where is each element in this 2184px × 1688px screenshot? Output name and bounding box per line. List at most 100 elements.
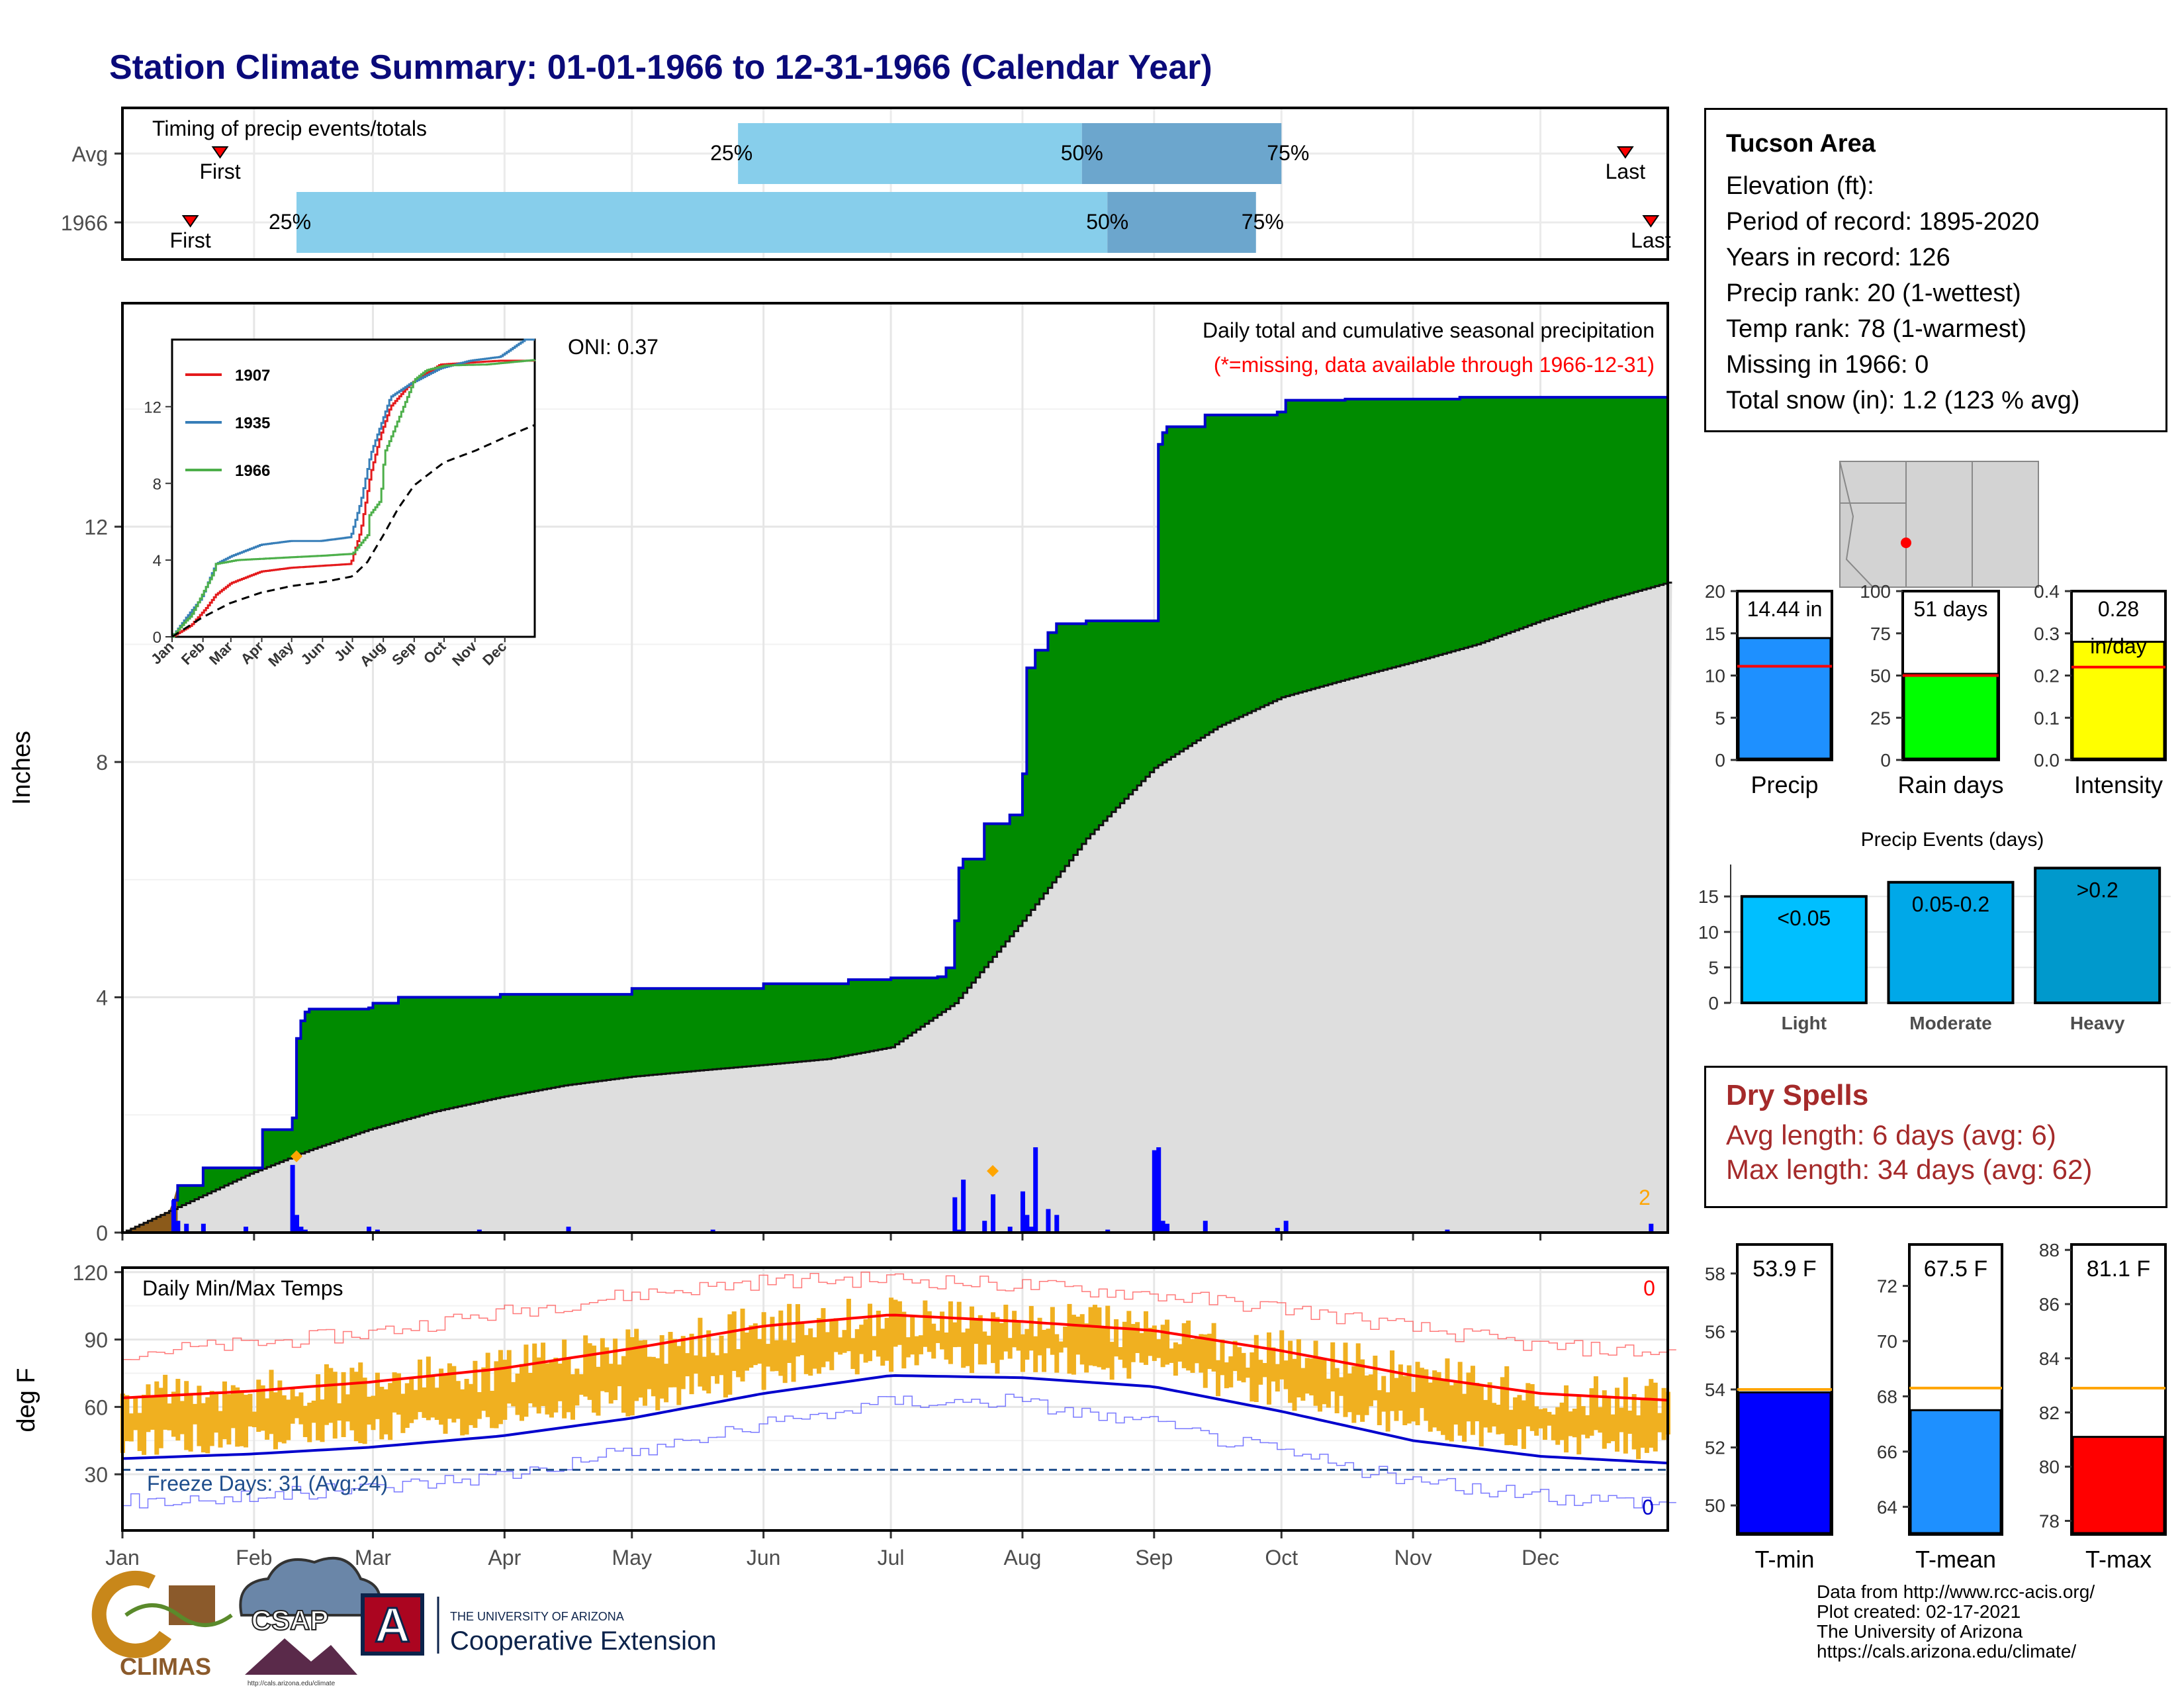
- daily-temp-range-bar: [1203, 1334, 1208, 1388]
- daily-temp-range-bar: [251, 1411, 257, 1428]
- daily-temp-range-bar: [481, 1367, 486, 1411]
- temp-gauge-tick-label: 72: [1877, 1276, 1897, 1297]
- daily-temp-range-bar: [277, 1380, 283, 1442]
- daily-temp-range-bar: [1050, 1307, 1055, 1355]
- events-bar-text: <0.05: [1777, 906, 1831, 930]
- temp-gauge-label: T-max: [2085, 1546, 2152, 1573]
- daily-temp-range-bar: [617, 1364, 622, 1387]
- daily-temp-range-bar: [1292, 1358, 1297, 1411]
- daily-precip-bar: [1156, 1147, 1161, 1233]
- daily-temp-range-bar: [498, 1350, 503, 1425]
- daily-temp-range-bar: [1194, 1338, 1199, 1364]
- precip-ytick-label: 0: [96, 1221, 108, 1245]
- daily-precip-bar: [367, 1227, 372, 1233]
- daily-temp-range-bar: [1390, 1350, 1395, 1411]
- daily-temp-range-bar: [1075, 1316, 1081, 1355]
- daily-temp-range-bar: [817, 1318, 822, 1374]
- timing-row-label: 1966: [61, 211, 108, 235]
- events-bar-text: 0.05-0.2: [1912, 892, 1989, 916]
- daily-temp-range-bar: [175, 1378, 181, 1441]
- inset-legend-label: 1935: [235, 414, 270, 432]
- temp-gauge-tick-label: 52: [1705, 1438, 1725, 1458]
- daily-temp-range-bar: [625, 1329, 631, 1417]
- daily-temp-range-bar: [455, 1381, 461, 1419]
- temp-gauge-value-text: 67.5 F: [1924, 1256, 1987, 1282]
- daily-temp-range-bar: [1067, 1303, 1072, 1374]
- daily-temp-range-bar: [273, 1392, 278, 1450]
- timing-frame: [121, 107, 1669, 261]
- daily-temp-range-bar: [706, 1330, 711, 1394]
- daily-temp-range-bar: [774, 1340, 779, 1372]
- daily-temp-range-bar: [1130, 1324, 1136, 1362]
- daily-temp-range-bar: [473, 1360, 478, 1429]
- temp-count-top: 0: [1643, 1276, 1655, 1300]
- daily-temp-range-bar: [969, 1306, 974, 1374]
- temp-gauge-tick-label: 70: [1877, 1331, 1897, 1352]
- daily-temp-range-bar: [1267, 1332, 1272, 1405]
- daily-precip-bar: [1033, 1147, 1038, 1233]
- daily-temp-range-bar: [307, 1402, 312, 1442]
- daily-temp-range-bar: [570, 1374, 575, 1420]
- daily-precip-bar: [375, 1229, 380, 1233]
- gauge-value-unit: in/day: [2090, 634, 2146, 658]
- daily-temp-range-bar: [1296, 1339, 1301, 1397]
- footer-logos: CLIMAS CSAP http://cals.arizona.edu/climat…: [91, 1556, 716, 1687]
- daily-temp-range-bar: [311, 1400, 316, 1423]
- daily-temp-range-bar: [511, 1382, 516, 1407]
- inset-ytick-label: 8: [153, 475, 161, 493]
- daily-temp-range-bar: [230, 1385, 236, 1429]
- daily-temp-range-bar: [770, 1317, 775, 1372]
- station-info-box: Tucson Area Elevation (ft): Period of re…: [1704, 108, 2167, 432]
- daily-temp-range-bar: [596, 1366, 601, 1416]
- daily-temp-range-bar: [787, 1303, 792, 1363]
- daily-temp-range-bar: [1615, 1387, 1620, 1452]
- daily-temp-range-bar: [1024, 1329, 1030, 1360]
- daily-temp-range-bar: [137, 1413, 142, 1452]
- daily-temp-range-bar: [1610, 1414, 1615, 1442]
- daily-temp-range-bar: [316, 1374, 321, 1440]
- daily-temp-range-bar: [248, 1393, 253, 1427]
- daily-temp-range-bar: [740, 1308, 745, 1382]
- daily-temp-range-bar: [239, 1390, 244, 1446]
- credit-url: https://cals.arizona.edu/climate/: [1817, 1641, 2077, 1662]
- daily-precip-bar: [566, 1227, 571, 1233]
- daily-precip-bar: [1275, 1227, 1280, 1233]
- events-category-label: Heavy: [2070, 1013, 2125, 1033]
- temp-gauge-tick-label: 68: [1877, 1386, 1897, 1407]
- daily-temp-range-bar: [281, 1395, 287, 1444]
- daily-temp-range-bar: [235, 1387, 240, 1447]
- gauge-value-text: 14.44 in: [1747, 597, 1823, 621]
- inset-series-avg: [171, 424, 535, 638]
- precip-ytick-label: 8: [96, 751, 108, 774]
- daily-temp-range-bar: [269, 1370, 274, 1434]
- daily-temp-range-bar: [1385, 1392, 1390, 1432]
- daily-temp-range-bar: [1640, 1399, 1645, 1448]
- daily-temp-range-bar: [1186, 1320, 1191, 1371]
- events-category-label: Moderate: [1909, 1013, 1991, 1033]
- daily-temp-range-bar: [944, 1332, 949, 1360]
- daily-temp-range-bar: [286, 1399, 291, 1440]
- daily-temp-range-bar: [965, 1328, 970, 1366]
- daily-temp-range-bar: [515, 1374, 520, 1415]
- climas-logo-block: [169, 1585, 215, 1625]
- inset-legend-label: 1907: [235, 367, 270, 385]
- temp-gauge-tick-label: 82: [2039, 1403, 2060, 1423]
- daily-temp-range-bar: [298, 1392, 304, 1425]
- temp-gauge-value-bar: [1909, 1409, 2002, 1534]
- average-precip-line: [122, 581, 1672, 1234]
- daily-temp-range-bar: [1173, 1342, 1178, 1376]
- daily-temp-range-bar: [392, 1372, 397, 1413]
- daily-precip-bar: [295, 1215, 300, 1233]
- daily-temp-range-bar: [1020, 1334, 1025, 1372]
- daily-temp-range-bar: [302, 1405, 308, 1437]
- daily-temp-range-bar: [371, 1395, 376, 1430]
- timing-bar-q50-q75: [1081, 123, 1282, 184]
- daily-temp-range-bar: [931, 1323, 936, 1359]
- month-axis-label: Feb: [236, 1546, 272, 1570]
- month-axis-label: Jan: [105, 1546, 140, 1570]
- month-axis-label: Apr: [488, 1546, 521, 1570]
- daily-temp-range-bar: [1250, 1352, 1255, 1402]
- dry-spells-max: Max length: 34 days (avg: 62): [1726, 1154, 2093, 1185]
- daily-temp-range-bar: [752, 1323, 758, 1366]
- timing-row-label: Avg: [71, 142, 108, 166]
